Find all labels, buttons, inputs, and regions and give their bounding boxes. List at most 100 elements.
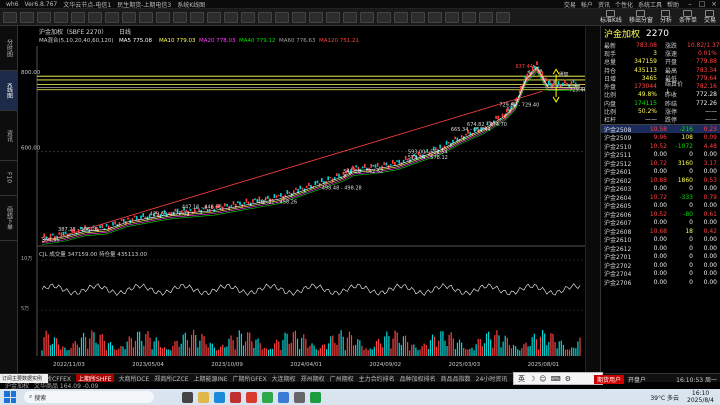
menu-right-item[interactable]: 系统工具 <box>637 1 662 9</box>
app-icon-grey[interactable] <box>294 391 305 403</box>
toolbar-icon[interactable] <box>190 11 204 23</box>
chart-svg[interactable]: 沪金加权（SBFE 2270） 日线 MA混合(5,10,20,40,60,120)… <box>19 26 587 373</box>
toolbar-icon[interactable] <box>360 11 374 23</box>
contract-row[interactable]: 沪金2511 0.00 0 0.00 <box>601 150 720 159</box>
ime-button[interactable]: ☽ <box>529 374 536 383</box>
toolbar-button[interactable]: 移出分窗 <box>629 10 653 24</box>
contract-row[interactable]: 沪金2704 0.00 0 0.00 <box>601 269 720 278</box>
contract-row[interactable]: 沪金2608 10.68 18 0.42 <box>601 227 720 236</box>
exchange-tab[interactable]: 广期所GFEX <box>232 375 267 383</box>
toolbar-icon[interactable] <box>224 11 238 23</box>
task-view-icon[interactable] <box>182 391 193 403</box>
toolbar-icon[interactable] <box>445 11 459 23</box>
contract-row[interactable]: 沪金2606 10.52 -80 0.61 <box>601 210 720 219</box>
toolbar-icon[interactable] <box>20 11 34 23</box>
contract-row[interactable]: 沪金2510 10.52 -1072 4.48 <box>601 142 720 151</box>
toolbar-icon[interactable] <box>241 11 255 23</box>
kline-chart-area[interactable]: 沪金加权（SBFE 2270） 日线 MA混合(5,10,20,40,60,120)… <box>19 26 587 373</box>
minimize-icon[interactable]: – <box>688 0 692 8</box>
trading-app-icon[interactable] <box>230 391 241 403</box>
contract-row[interactable]: 沪金2602 10.88 1860 0.53 <box>601 176 720 185</box>
contract-row[interactable]: 沪金2610 0.00 0 0.00 <box>601 235 720 244</box>
contract-row[interactable]: 沪金2706 0.00 0 0.00 <box>601 278 720 287</box>
toolbar-icon[interactable] <box>411 11 425 23</box>
toolbar-icon[interactable] <box>156 11 170 23</box>
windows-start-icon[interactable] <box>4 391 16 403</box>
toolbar-icon[interactable] <box>37 11 51 23</box>
close-icon[interactable]: × <box>711 0 717 8</box>
exchange-tab[interactable]: 郑州期权 <box>300 375 325 383</box>
ime-button[interactable]: ⌨ <box>550 374 561 383</box>
menu-right-item[interactable]: 个性化 <box>614 1 633 9</box>
excel-icon[interactable] <box>310 391 321 403</box>
menu-right-item[interactable]: 交易 <box>563 1 576 9</box>
toolbar-button[interactable]: 交易 <box>704 10 716 24</box>
exchange-tab[interactable]: 商品品指数 <box>440 375 471 383</box>
exchange-tab[interactable]: 上期能源INE <box>193 375 228 383</box>
contract-row[interactable]: 沪金2604 10.72 -333 0.79 <box>601 193 720 202</box>
toolbar-icon[interactable] <box>275 11 289 23</box>
toolbar-icon[interactable] <box>462 11 476 23</box>
contract-row[interactable]: 沪金2605 0.00 0 0.00 <box>601 201 720 210</box>
toolbar-icon[interactable] <box>343 11 357 23</box>
menu-item[interactable]: Ver6.8.767 <box>24 0 58 8</box>
toolbar-icon[interactable] <box>139 11 153 23</box>
ime-button[interactable]: 英 <box>518 374 525 383</box>
exchange-tab[interactable]: 中金所CFFEX <box>34 375 72 383</box>
ime-button[interactable]: ☺ <box>539 374 547 383</box>
maximize-icon[interactable]: □ <box>698 0 706 8</box>
toolbar-icon[interactable] <box>88 11 102 23</box>
menu-item[interactable]: 系统K线图 <box>177 1 206 9</box>
toolbar-icon[interactable] <box>258 11 272 23</box>
left-tab[interactable]: 画线下单 <box>0 196 18 241</box>
wechat-icon[interactable] <box>262 391 273 403</box>
taskbar-clock[interactable]: 16:10 2025/8/4 <box>687 390 714 404</box>
taskbar-search-input[interactable]: ⌕ 搜索 <box>24 391 154 403</box>
exchange-tab[interactable]: 郑商所CZCE <box>154 375 189 383</box>
right-scroll-strip[interactable] <box>585 26 600 373</box>
menu-right-item[interactable]: 帐户 <box>580 1 593 9</box>
menu-item[interactable]: 民生期货-上期电信3 <box>117 1 172 9</box>
toolbar-icon[interactable] <box>394 11 408 23</box>
contract-row[interactable]: 沪金2612 0.00 0 0.00 <box>601 244 720 253</box>
menu-right-item[interactable]: 资讯 <box>597 1 610 9</box>
toolbar-icon[interactable] <box>173 11 187 23</box>
toolbar-icon[interactable] <box>479 11 493 23</box>
exchange-tab[interactable]: 品种加权排名 <box>399 375 436 383</box>
left-tab[interactable]: F10 <box>0 161 18 196</box>
contract-row[interactable]: 沪金2603 0.00 0 0.00 <box>601 184 720 193</box>
toolbar-icon[interactable] <box>122 11 136 23</box>
toolbar-icon[interactable] <box>207 11 221 23</box>
toolbar-icon[interactable] <box>105 11 119 23</box>
left-tab[interactable]: K线图 <box>0 71 18 111</box>
exchange-tab[interactable]: 上期所SHFE <box>76 373 114 383</box>
contract-row[interactable]: 沪金2601 0.00 0 0.00 <box>601 167 720 176</box>
explorer-icon[interactable] <box>198 391 209 403</box>
left-tab[interactable]: 分时图 <box>0 26 18 71</box>
contract-row[interactable]: 沪金2702 0.00 0 0.00 <box>601 261 720 270</box>
toolbar-button[interactable]: 标准K线 <box>600 10 622 24</box>
toolbar-icon[interactable] <box>3 11 17 23</box>
menu-item[interactable]: 文华云节点-电信1 <box>63 1 112 9</box>
contract-row[interactable]: 沪金2509 9.96 108 0.09 <box>601 133 720 142</box>
left-tab[interactable]: 资讯 <box>0 111 18 161</box>
exchange-tab[interactable]: 24小时资讯 <box>475 375 508 383</box>
toolbar-icon[interactable] <box>71 11 85 23</box>
toolbar-icon[interactable] <box>309 11 323 23</box>
exchange-tab[interactable]: 大商所DCE <box>118 375 150 383</box>
contract-row[interactable]: 沪金2508 10.58 -216 0.23 <box>601 124 720 134</box>
toolbar-icon[interactable] <box>428 11 442 23</box>
toolbar-icon[interactable] <box>326 11 340 23</box>
toolbar-button[interactable]: 分析 <box>660 10 672 24</box>
toolbar-icon[interactable] <box>377 11 391 23</box>
ime-bar[interactable]: 英 ☽ ☺ ⌨ ⚙ <box>513 372 603 385</box>
open-account-button[interactable]: 开盘户 <box>628 376 647 384</box>
contract-row[interactable]: 沪金2607 0.00 0 0.00 <box>601 218 720 227</box>
app-icon-red[interactable] <box>246 391 257 403</box>
exchange-tab[interactable]: 广州期权 <box>329 375 354 383</box>
toolbar-icon[interactable] <box>496 11 510 23</box>
browser-icon[interactable] <box>214 391 225 403</box>
toolbar-icon[interactable] <box>54 11 68 23</box>
menu-item[interactable]: wh6 <box>6 0 19 8</box>
toolbar-icon[interactable] <box>292 11 306 23</box>
